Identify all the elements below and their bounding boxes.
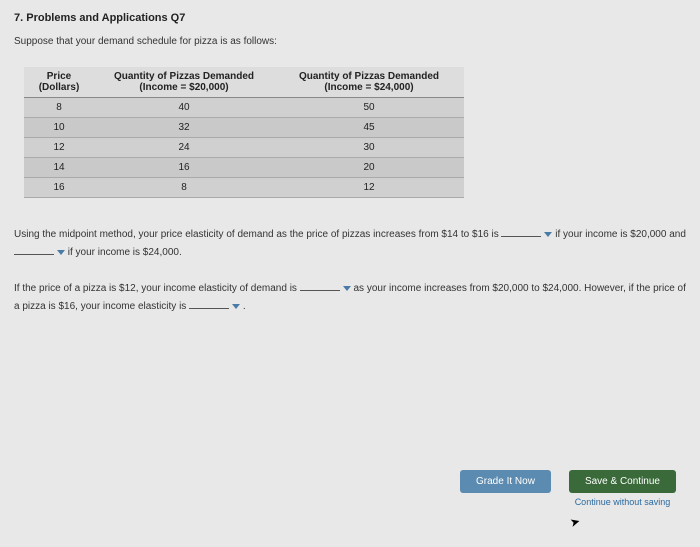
cell-q2: 50 <box>274 98 464 118</box>
table-body: 84050 103245 122430 141620 16812 <box>24 98 464 198</box>
chevron-down-icon[interactable] <box>544 232 552 237</box>
dropdown-blank-2[interactable] <box>14 245 54 255</box>
th-qty1-sub: (Income = $20,000) <box>104 82 264 93</box>
cell-price: 14 <box>24 158 94 178</box>
th-qty2: Quantity of Pizzas Demanded (Income = $2… <box>274 67 464 98</box>
p1-text2: if your income is $20,000 and <box>555 229 686 240</box>
save-column: Save & Continue Continue without saving <box>569 470 676 507</box>
p1-text3: if your income is $24,000. <box>68 247 182 258</box>
question-page: 7. Problems and Applications Q7 Suppose … <box>0 0 700 547</box>
cell-q2: 30 <box>274 138 464 158</box>
chevron-down-icon[interactable] <box>343 286 351 291</box>
cell-q2: 12 <box>274 178 464 198</box>
grade-it-now-button[interactable]: Grade It Now <box>460 470 551 493</box>
intro-text: Suppose that your demand schedule for pi… <box>14 36 686 47</box>
table-row: 84050 <box>24 98 464 118</box>
footer-buttons: Grade It Now Save & Continue Continue wi… <box>460 470 676 507</box>
th-qty2-sub: (Income = $24,000) <box>284 82 454 93</box>
dropdown-blank-4[interactable] <box>189 299 229 309</box>
demand-table-wrap: Price (Dollars) Quantity of Pizzas Deman… <box>24 67 686 198</box>
dropdown-blank-1[interactable] <box>501 227 541 237</box>
th-qty1: Quantity of Pizzas Demanded (Income = $2… <box>94 67 274 98</box>
cursor-icon: ➤ <box>568 514 581 530</box>
cell-price: 16 <box>24 178 94 198</box>
demand-table: Price (Dollars) Quantity of Pizzas Deman… <box>24 67 464 198</box>
cell-q1: 40 <box>94 98 274 118</box>
cell-q1: 8 <box>94 178 274 198</box>
question-title: 7. Problems and Applications Q7 <box>14 12 686 24</box>
cell-q1: 32 <box>94 118 274 138</box>
table-row: 16812 <box>24 178 464 198</box>
chevron-down-icon[interactable] <box>57 250 65 255</box>
cell-price: 10 <box>24 118 94 138</box>
cell-q2: 45 <box>274 118 464 138</box>
th-price-top: Price <box>47 71 71 82</box>
th-price: Price (Dollars) <box>24 67 94 98</box>
th-price-sub: (Dollars) <box>34 82 84 93</box>
cell-q2: 20 <box>274 158 464 178</box>
th-qty1-top: Quantity of Pizzas Demanded <box>114 71 254 82</box>
question-para-2: If the price of a pizza is $12, your inc… <box>14 280 686 316</box>
p2-text1: If the price of a pizza is $12, your inc… <box>14 283 300 294</box>
chevron-down-icon[interactable] <box>232 304 240 309</box>
p1-text1: Using the midpoint method, your price el… <box>14 229 501 240</box>
cell-q1: 24 <box>94 138 274 158</box>
cell-price: 12 <box>24 138 94 158</box>
continue-without-saving-link[interactable]: Continue without saving <box>575 497 671 507</box>
cell-price: 8 <box>24 98 94 118</box>
table-row: 103245 <box>24 118 464 138</box>
p2-text3: . <box>243 301 246 312</box>
th-qty2-top: Quantity of Pizzas Demanded <box>299 71 439 82</box>
cell-q1: 16 <box>94 158 274 178</box>
question-para-1: Using the midpoint method, your price el… <box>14 226 686 262</box>
save-continue-button[interactable]: Save & Continue <box>569 470 676 493</box>
table-row: 141620 <box>24 158 464 178</box>
table-row: 122430 <box>24 138 464 158</box>
dropdown-blank-3[interactable] <box>300 281 340 291</box>
